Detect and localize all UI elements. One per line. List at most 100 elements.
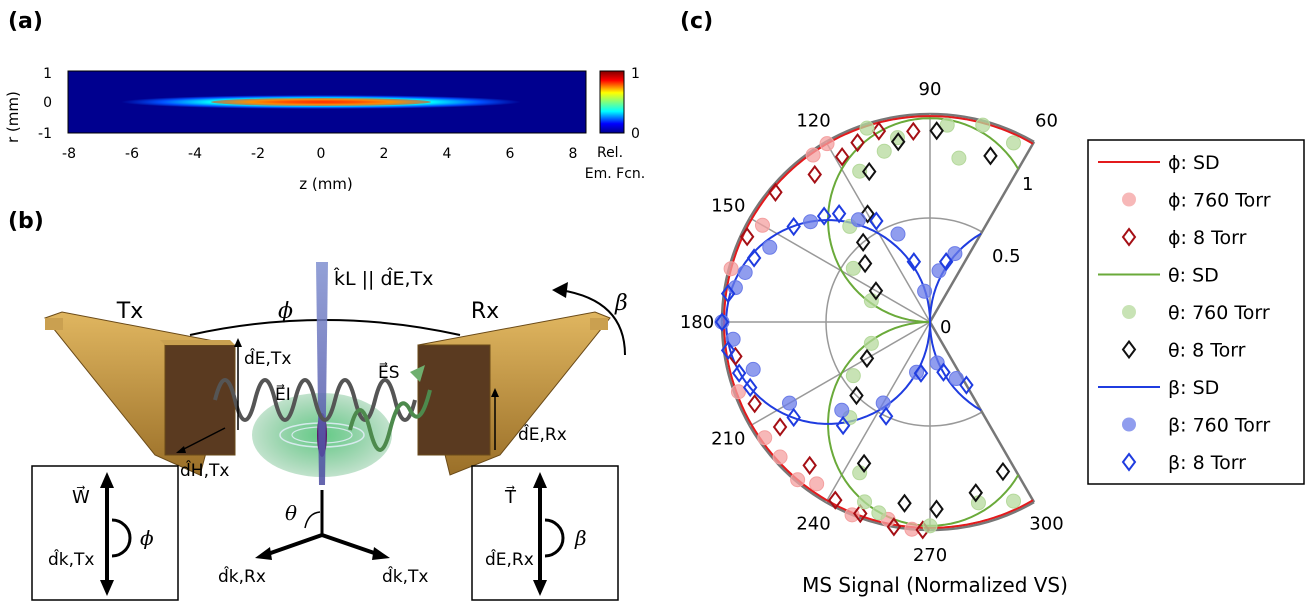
data-point-diamond <box>929 499 944 519</box>
legend-circle <box>1122 192 1136 207</box>
data-point-circle <box>834 402 850 418</box>
panel-a-xtick: 8 <box>569 146 578 162</box>
data-point-circle <box>875 395 891 411</box>
data-point-circle <box>951 150 967 166</box>
data-point-circle <box>723 261 739 277</box>
data-point-circle <box>754 217 770 233</box>
data-point-diamond <box>968 483 984 503</box>
data-point-diamond <box>890 132 906 152</box>
panel-a-ylabel: r (mm) <box>4 91 22 143</box>
legend-label: θ: SD <box>1168 265 1219 287</box>
data-point-diamond <box>995 461 1011 482</box>
data-point-diamond <box>938 252 954 272</box>
beta-arrowhead <box>552 282 568 298</box>
data-point-circle <box>948 371 964 387</box>
legend-label: ϕ: 8 Torr <box>1168 227 1247 249</box>
angle-tick-label: 90 <box>919 79 942 100</box>
data-point-circle <box>904 521 920 537</box>
panel-a-colorbar-tick: 1 <box>631 66 640 82</box>
d-h-tx-label: d̂H,Tx <box>180 460 229 481</box>
panel-a-xticks: -8 -6 -4 -2 0 2 4 6 8 <box>62 146 577 162</box>
data-point-circle <box>857 494 873 510</box>
data-point-diamond <box>869 211 884 231</box>
data-point-diamond <box>983 146 998 166</box>
legend-label: θ: 8 Torr <box>1168 340 1246 362</box>
data-point-circle <box>890 226 906 242</box>
d-k-tx-label: d̂k,Tx <box>382 566 428 587</box>
data-point-diamond <box>897 493 912 513</box>
panel-a-xtick: -6 <box>125 146 139 162</box>
legend-diamond <box>1121 227 1137 247</box>
data-point-circle <box>852 163 868 179</box>
data-point-diamond <box>886 517 902 537</box>
legend: ϕ: SD ϕ: 760 Torr ϕ: 8 Torr θ: SD θ: 760 Tor… <box>1087 139 1305 485</box>
rx-label: Rx <box>471 299 499 324</box>
data-point-diamond <box>906 121 921 142</box>
data-point-diamond <box>871 121 887 141</box>
data-point-diamond <box>720 340 736 361</box>
data-point-circle <box>1006 135 1022 151</box>
data-point-diamond <box>835 415 851 436</box>
data-point-circle <box>805 147 821 163</box>
data-point-diamond <box>720 283 736 304</box>
data-point-diamond <box>768 182 783 202</box>
d-k-tx-axis <box>321 533 381 557</box>
data-point-circle <box>863 293 879 309</box>
data-point-diamond <box>861 161 877 182</box>
d-e-tx-label: d̂E,Tx <box>244 348 291 369</box>
data-point-diamond <box>860 204 875 224</box>
panel-c-label: (c) <box>680 9 713 34</box>
panel-a-xtick: -2 <box>251 146 265 162</box>
angle-tick-label: 180 <box>680 312 714 333</box>
data-point-circle <box>863 335 879 351</box>
panel-a-colorbar-label: Em. Fcn. <box>585 166 645 182</box>
legend-diamond <box>1121 452 1137 472</box>
data-point-circle <box>947 246 963 262</box>
radial-tick-label: 1 <box>1022 174 1033 195</box>
phi-label: ϕ <box>278 299 293 324</box>
panel-a-xtick: 4 <box>443 146 452 162</box>
data-point-circle <box>809 476 825 492</box>
data-point-diamond <box>828 490 843 510</box>
angle-tick-label: 210 <box>711 428 745 449</box>
kl-label: k̂L || d̂E,Tx <box>333 268 433 290</box>
data-point-diamond <box>746 248 762 268</box>
beta-label: β <box>614 291 628 316</box>
panel-a-xlabel: z (mm) <box>299 175 353 193</box>
data-point-diamond <box>929 121 944 141</box>
data-point-circle <box>975 117 991 133</box>
inset-box-right: T⃗ d̂E,Rx β <box>471 465 619 601</box>
theta-label: θ <box>285 501 297 525</box>
rx-horn <box>417 311 611 476</box>
angle-tick-label: 150 <box>711 196 745 217</box>
data-point-diamond <box>859 348 875 369</box>
data-point-diamond <box>857 253 873 274</box>
data-point-diamond <box>853 503 868 524</box>
data-point-diamond <box>834 147 850 167</box>
data-point-circle <box>730 384 746 400</box>
data-point-diamond <box>747 394 762 414</box>
legend-label: β: 760 Torr <box>1168 415 1270 437</box>
e-s-label: E⃗S <box>378 361 400 383</box>
polar-spoke <box>825 141 931 323</box>
data-point-diamond <box>816 206 832 226</box>
data-point-circle <box>917 283 933 299</box>
data-point-diamond <box>831 203 847 224</box>
data-point-circle <box>802 214 818 230</box>
data-point-diamond <box>742 377 758 398</box>
data-point-diamond <box>856 453 872 474</box>
legend-label: β: 8 Torr <box>1168 452 1246 474</box>
data-point-diamond <box>786 216 801 237</box>
panel-a-colorbar-label: Rel. <box>597 145 623 161</box>
data-point-circle <box>1006 493 1022 509</box>
data-point-circle <box>889 130 905 146</box>
data-point-circle <box>845 368 861 384</box>
data-point-circle <box>876 143 892 159</box>
panel-a-xtick: -8 <box>62 146 76 162</box>
panel-a-colorbar <box>599 70 625 134</box>
panel-a-xtick: 0 <box>317 146 326 162</box>
polar-spoke <box>749 217 931 323</box>
data-point-diamond <box>714 312 730 332</box>
d-h-tx-arrow <box>177 427 226 453</box>
